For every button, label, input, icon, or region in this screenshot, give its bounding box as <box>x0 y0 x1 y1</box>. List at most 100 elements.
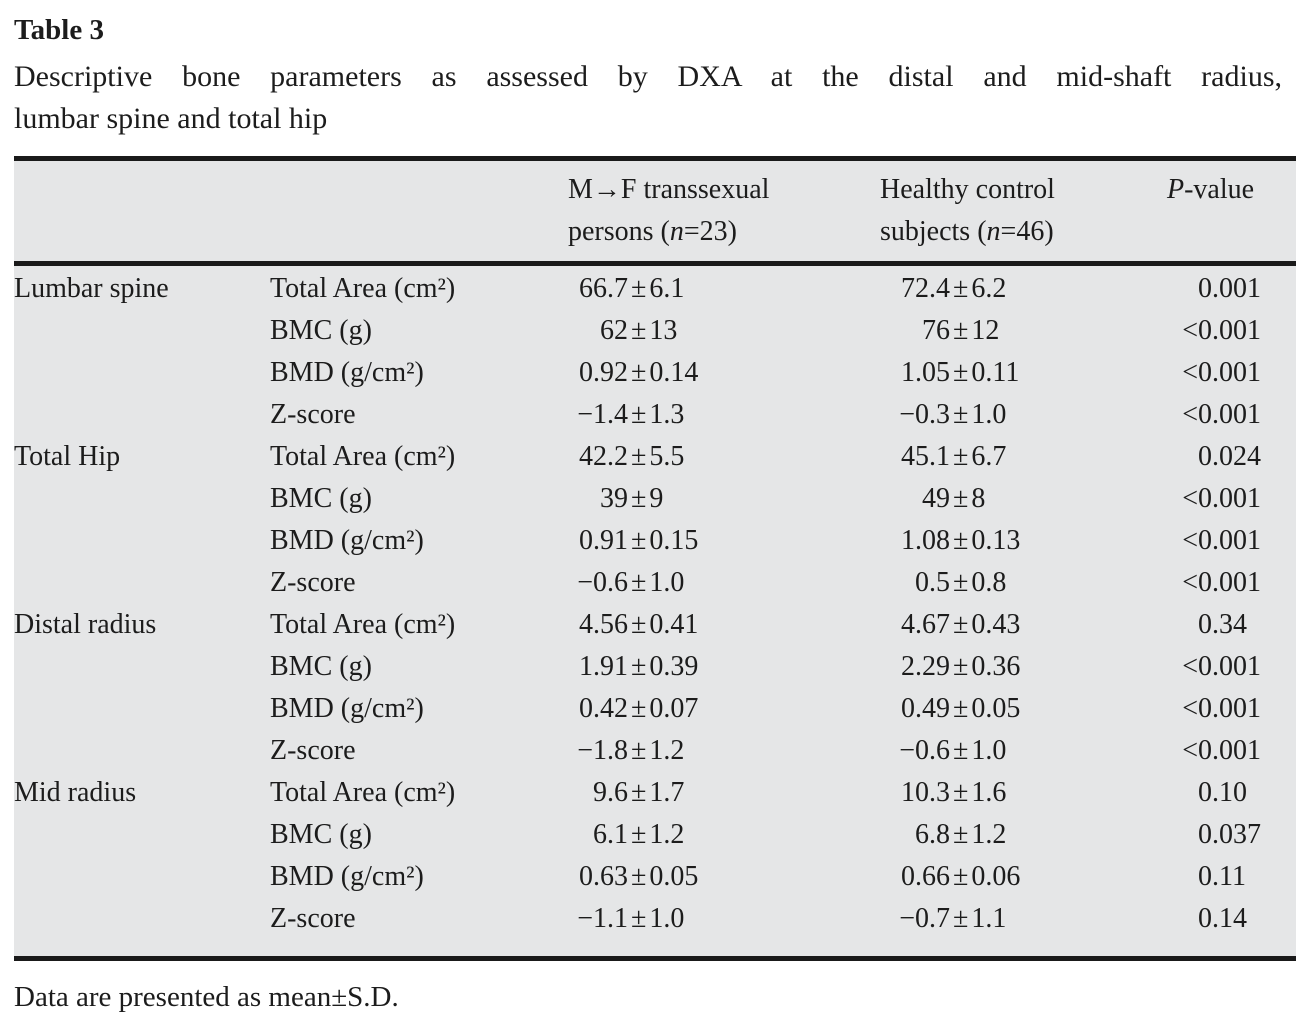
table-row: Z-score −1.8 ±1.2 −0.6 ±1.0 <0.001 <box>14 730 1296 772</box>
bone-parameters-table: M→F transsexual persons (n=23) Healthy c… <box>14 156 1296 961</box>
plus-minus-sign: ± <box>631 273 647 304</box>
row-parameter-label: Total Area (cm²) <box>270 273 456 304</box>
measurement-value: 0.42 ±0.07 <box>568 688 880 730</box>
p-value-cell: <0.001 <box>1167 520 1296 562</box>
row-group-label <box>14 352 270 394</box>
p-integer-part: 0 <box>1198 819 1212 850</box>
plus-minus-sign: ± <box>953 525 969 556</box>
measurement-value: 66.7 ±6.1 <box>568 268 880 310</box>
table-title: Table 3 <box>14 14 104 46</box>
p-integer-part: <0 <box>1182 483 1212 514</box>
sd-value: 0.14 <box>649 357 699 388</box>
p-value: <0.001 <box>1167 688 1296 730</box>
plus-minus-sign: ± <box>953 357 969 388</box>
measurement-value: 1.05 ±0.11 <box>880 352 1167 394</box>
p-value: 0.001 <box>1167 268 1296 310</box>
mtf-value-cell: 0.91 ±0.15 <box>568 520 880 562</box>
mean-value: 0.92 <box>579 357 628 388</box>
col-header-control-line2-suffix: =46) <box>1000 216 1054 247</box>
sd-value: 0.43 <box>971 609 1021 640</box>
p-integer-part: <0 <box>1182 357 1212 388</box>
plus-minus-sign: ± <box>631 903 647 934</box>
sd-value: 0.05 <box>649 861 699 892</box>
mean-value: 0.42 <box>579 693 628 724</box>
sd-value: 9 <box>649 483 664 514</box>
measurement-value: 0.91 ±0.15 <box>568 520 880 562</box>
p-value-cell: <0.001 <box>1167 562 1296 604</box>
p-fraction-part: .001 <box>1212 525 1261 556</box>
mean-value: −1.8 <box>577 735 628 766</box>
table-row: BMC (g) 6.1 ±1.2 6.8 ±1.2 0.037 <box>14 814 1296 856</box>
measurement-value: 6.1 ±1.2 <box>568 814 880 856</box>
row-parameter-label: BMC (g) <box>270 651 372 682</box>
sd-value: 1.0 <box>971 735 1007 766</box>
sd-value: 0.39 <box>649 651 699 682</box>
p-fraction-part: .001 <box>1212 567 1261 598</box>
sd-value: 8 <box>971 483 986 514</box>
mtf-value-cell: −1.1 ±1.0 <box>568 898 880 959</box>
sd-value: 0.8 <box>971 567 1007 598</box>
sd-value: 6.1 <box>649 273 685 304</box>
sd-value: 1.1 <box>971 903 1007 934</box>
col-header-mtf-line1: M→F transsexual <box>568 174 770 205</box>
p-value-cell: <0.001 <box>1167 646 1296 688</box>
plus-minus-sign: ± <box>953 483 969 514</box>
row-group-label: Lumbar spine <box>14 273 169 304</box>
plus-minus-sign: ± <box>631 483 647 514</box>
col-header-pvalue-text: P-value <box>1167 169 1296 211</box>
p-integer-part: 0 <box>1198 777 1212 808</box>
plus-minus-sign: ± <box>631 567 647 598</box>
plus-minus-sign: ± <box>631 315 647 346</box>
mean-value: −0.6 <box>577 567 628 598</box>
table-row: Z-score −0.6 ±1.0 0.5 ±0.8 <0.001 <box>14 562 1296 604</box>
sd-value: 0.36 <box>971 651 1021 682</box>
p-value-cell: 0.14 <box>1167 898 1296 959</box>
plus-minus-sign: ± <box>631 861 647 892</box>
sd-value: 0.13 <box>971 525 1021 556</box>
mean-value: 76 <box>922 315 950 346</box>
measurement-value: 45.1 ±6.7 <box>880 436 1167 478</box>
p-value: 0.11 <box>1167 856 1296 898</box>
col-header-mtf: M→F transsexual persons (n=23) <box>568 158 880 266</box>
p-integer-part: 0 <box>1198 861 1212 892</box>
mean-value: 49 <box>922 483 950 514</box>
measurement-value: 39 ±9 <box>568 478 880 520</box>
row-group-label <box>14 310 270 352</box>
sd-value: 1.0 <box>649 567 685 598</box>
plus-minus-sign: ± <box>953 819 969 850</box>
plus-minus-sign: ± <box>953 609 969 640</box>
mtf-value-cell: 0.92 ±0.14 <box>568 352 880 394</box>
mtf-value-cell: 42.2 ±5.5 <box>568 436 880 478</box>
sd-value: 0.07 <box>649 693 699 724</box>
measurement-value: 0.92 ±0.14 <box>568 352 880 394</box>
control-value-cell: −0.7 ±1.1 <box>880 898 1167 959</box>
mean-value: 10.3 <box>901 777 950 808</box>
p-integer-part: 0 <box>1198 273 1212 304</box>
row-parameter-label: Z-score <box>270 903 356 934</box>
plus-minus-sign: ± <box>953 651 969 682</box>
caption-line-2: lumbar spine and total hip <box>14 102 328 135</box>
mean-value: 0.49 <box>901 693 950 724</box>
plus-minus-sign: ± <box>953 273 969 304</box>
measurement-value: −1.1 ±1.0 <box>568 898 880 940</box>
mean-value: 39 <box>600 483 628 514</box>
table-row: Total Hip Total Area (cm²) 42.2 ±5.5 45.1 ±6.… <box>14 436 1296 478</box>
table-row: Z-score −1.1 ±1.0 −0.7 ±1.1 0.14 <box>14 898 1296 959</box>
col-header-mtf-line2: persons (n=23) <box>568 211 880 253</box>
table-row: BMC (g) 62 ±13 76 ±12 <0.001 <box>14 310 1296 352</box>
measurement-value: 4.56 ±0.41 <box>568 604 880 646</box>
mean-value: 1.08 <box>901 525 950 556</box>
mean-value: 72.4 <box>901 273 950 304</box>
mtf-value-cell: 62 ±13 <box>568 310 880 352</box>
plus-minus-sign: ± <box>953 693 969 724</box>
p-integer-part: <0 <box>1182 525 1212 556</box>
p-fraction-part: .14 <box>1212 903 1247 934</box>
table-row: BMC (g) 1.91 ±0.39 2.29 ±0.36 <0.001 <box>14 646 1296 688</box>
p-fraction-part: .001 <box>1212 735 1261 766</box>
p-integer-part: <0 <box>1182 567 1212 598</box>
sd-value: 0.06 <box>971 861 1021 892</box>
p-value: 0.14 <box>1167 898 1296 940</box>
sd-value: 1.6 <box>971 777 1007 808</box>
mean-value: −0.3 <box>899 399 950 430</box>
